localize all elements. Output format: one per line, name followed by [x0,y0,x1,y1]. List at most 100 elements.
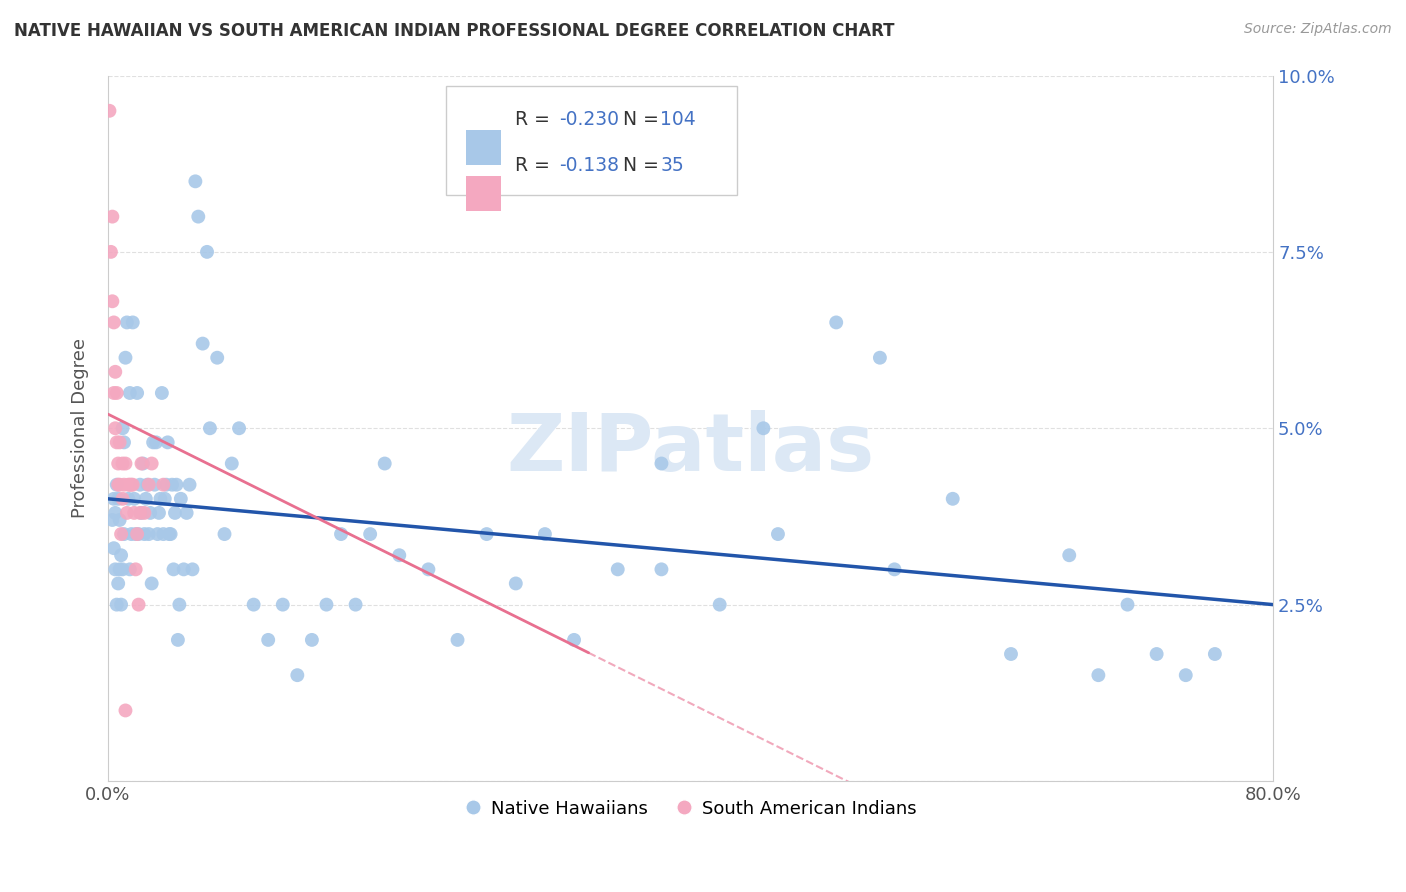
Point [141,457,163,471]
Point [160,477,183,491]
Point [184,174,207,188]
Point [752,421,775,435]
Point [152,527,174,541]
Point [107,576,129,591]
Point [149,491,172,506]
Bar [465,130,501,166]
Point [103,386,125,401]
Legend: Native Hawaiians, South American Indians: Native Hawaiians, South American Indians [457,792,924,825]
Point [98,103,121,118]
Point [344,598,367,612]
Point [418,562,440,576]
Point [103,315,125,329]
Point [242,598,264,612]
Point [111,457,134,471]
Point [101,294,124,309]
Point [221,457,243,471]
Point [176,506,198,520]
Point [650,562,672,576]
Point [179,477,201,491]
Point [104,562,127,576]
Point [129,506,152,520]
Point [101,513,124,527]
Point [104,506,127,520]
Point [127,527,149,541]
Point [105,477,128,491]
Point [942,491,965,506]
Point [135,491,157,506]
Point [883,562,905,576]
Point [124,527,146,541]
Point [108,562,131,576]
Point [150,386,173,401]
Point [165,477,187,491]
Text: 104: 104 [661,110,696,128]
Y-axis label: Professional Degree: Professional Degree [72,338,89,518]
Point [138,477,160,491]
Point [110,548,132,562]
Point [257,632,280,647]
Point [131,457,153,471]
Point [136,477,159,491]
Point [534,527,557,541]
Point [103,491,125,506]
Point [228,421,250,435]
Point [107,477,129,491]
Point [374,457,396,471]
Point [562,632,585,647]
Point [869,351,891,365]
Point [121,315,143,329]
Point [285,668,308,682]
Point [117,491,139,506]
Text: N =: N = [623,155,665,175]
Point [108,513,131,527]
Text: Source: ZipAtlas.com: Source: ZipAtlas.com [1244,22,1392,37]
Point [129,477,152,491]
Point [134,527,156,541]
Point [114,703,136,717]
Point [127,386,149,401]
Point [155,477,177,491]
Point [187,210,209,224]
Point [359,527,381,541]
Point [120,477,142,491]
Point [132,457,155,471]
Point [301,632,323,647]
Point [124,562,146,576]
Point [330,527,353,541]
Point [169,598,191,612]
Point [110,527,132,541]
Point [138,527,160,541]
Point [148,506,170,520]
Point [112,477,135,491]
Point [205,351,228,365]
Point [159,527,181,541]
Text: R =: R = [515,155,555,175]
Point [112,527,135,541]
Point [446,632,468,647]
Point [110,598,132,612]
Point [111,491,134,506]
Point [114,351,136,365]
Point [214,527,236,541]
Point [111,421,134,435]
Point [103,541,125,556]
Point [131,506,153,520]
Point [142,435,165,450]
Point [111,562,134,576]
Point [825,315,848,329]
Text: -0.230: -0.230 [560,110,619,128]
Point [104,365,127,379]
Point [606,562,628,576]
Point [120,527,142,541]
Point [505,576,527,591]
Point [146,527,169,541]
Point [650,457,672,471]
Point [1057,548,1080,562]
Point [101,210,124,224]
Point [122,491,145,506]
Point [167,632,190,647]
Point [128,527,150,541]
Point [1087,668,1109,682]
Point [181,562,204,576]
